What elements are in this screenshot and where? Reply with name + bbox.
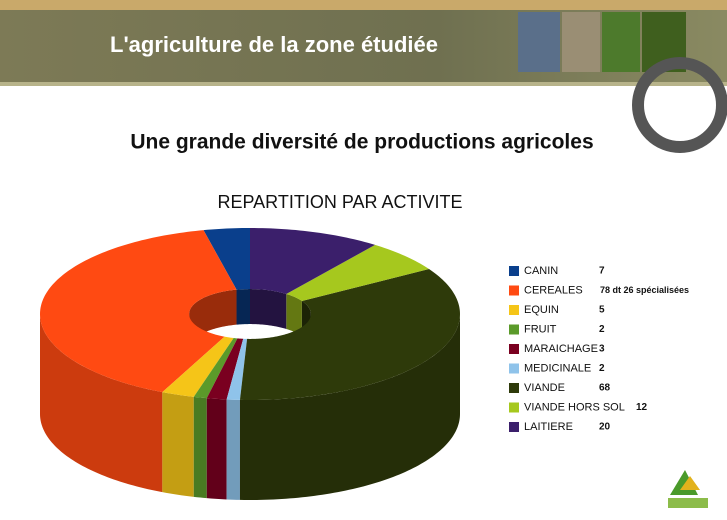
legend-swatch: [509, 364, 519, 374]
photo: [602, 12, 640, 72]
legend-label: CANIN: [524, 265, 558, 277]
legend-label: MEDICINALE: [524, 362, 591, 374]
chart-title: REPARTITION PAR ACTIVITE: [217, 192, 462, 212]
legend-swatch: [509, 286, 519, 296]
legend-swatch: [509, 344, 519, 354]
donut-chart: [40, 228, 460, 500]
legend-swatch: [509, 403, 519, 413]
legend-swatch: [509, 305, 519, 315]
legend-label: FRUIT: [524, 323, 557, 335]
outer-wall: [162, 392, 193, 497]
header-title: L'agriculture de la zone étudiée: [110, 32, 438, 57]
inner-wall: [250, 289, 286, 329]
legend-label: CEREALES: [524, 284, 583, 296]
legend-value: 5: [599, 305, 605, 316]
outer-wall: [227, 399, 240, 499]
legend-value: 20: [599, 422, 611, 433]
legend-swatch: [509, 422, 519, 432]
legend-value: 78 dt 26 spécialisées: [600, 285, 689, 295]
legend-value: 68: [599, 383, 611, 394]
legend-label: LAITIERE: [524, 421, 573, 433]
outer-wall: [194, 397, 207, 498]
legend-value: 12: [636, 402, 648, 413]
slide: L'agriculture de la zone étudiée Une gra…: [0, 0, 727, 520]
legend-value: 7: [599, 266, 605, 277]
header-strip: [0, 0, 727, 10]
inner-wall: [237, 289, 250, 325]
legend-value: 2: [599, 324, 605, 335]
heading: Une grande diversité de productions agri…: [130, 131, 593, 154]
legend-value: 2: [599, 363, 605, 374]
outer-wall: [207, 398, 227, 499]
legend-label: VIANDE: [524, 382, 565, 394]
legend-value: 3: [599, 344, 605, 355]
logo-text: [668, 498, 708, 508]
legend-label: MARAICHAGE: [524, 343, 598, 355]
photo: [562, 12, 600, 72]
legend-swatch: [509, 325, 519, 335]
legend-label: VIANDE HORS SOL: [524, 401, 625, 413]
header-rule: [0, 82, 727, 86]
legend-swatch: [509, 383, 519, 393]
legend-label: EQUIN: [524, 304, 559, 316]
photo: [518, 12, 560, 72]
legend-swatch: [509, 266, 519, 276]
